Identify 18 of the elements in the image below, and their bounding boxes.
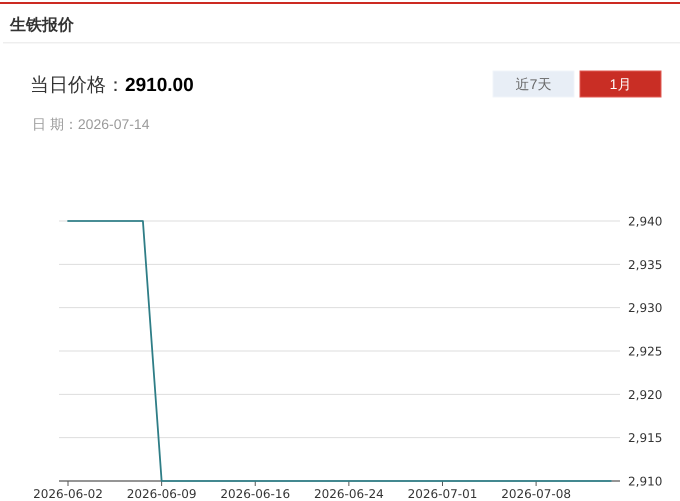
x-tick-label: 2026-06-24 xyxy=(314,487,384,501)
x-tick-label: 2026-07-08 xyxy=(501,487,571,501)
x-tick-label: 2026-06-02 xyxy=(33,487,103,501)
text: 近7天 xyxy=(516,76,552,92)
y-tick-label: 2,935 xyxy=(628,258,662,272)
y-tick-label: 2,915 xyxy=(628,431,662,446)
text: 日 期：2026-07-14 xyxy=(32,116,150,132)
x-tick-label: 2026-06-09 xyxy=(126,487,196,501)
y-tick-label: 2,920 xyxy=(628,388,662,402)
y-tick-label: 2,940 xyxy=(628,214,662,228)
text: 1月 xyxy=(610,76,632,92)
y-tick-label: 2,910 xyxy=(628,474,662,488)
chart-title: 生铁报价 xyxy=(9,16,75,34)
y-tick-label: 2,930 xyxy=(628,301,662,316)
x-tick-label: 2026-06-16 xyxy=(220,487,290,501)
chart-subtitle: 当日价格：2910.00 xyxy=(30,75,194,96)
y-tick-label: 2,925 xyxy=(628,344,662,358)
x-tick-label: 2026-07-01 xyxy=(408,487,478,501)
